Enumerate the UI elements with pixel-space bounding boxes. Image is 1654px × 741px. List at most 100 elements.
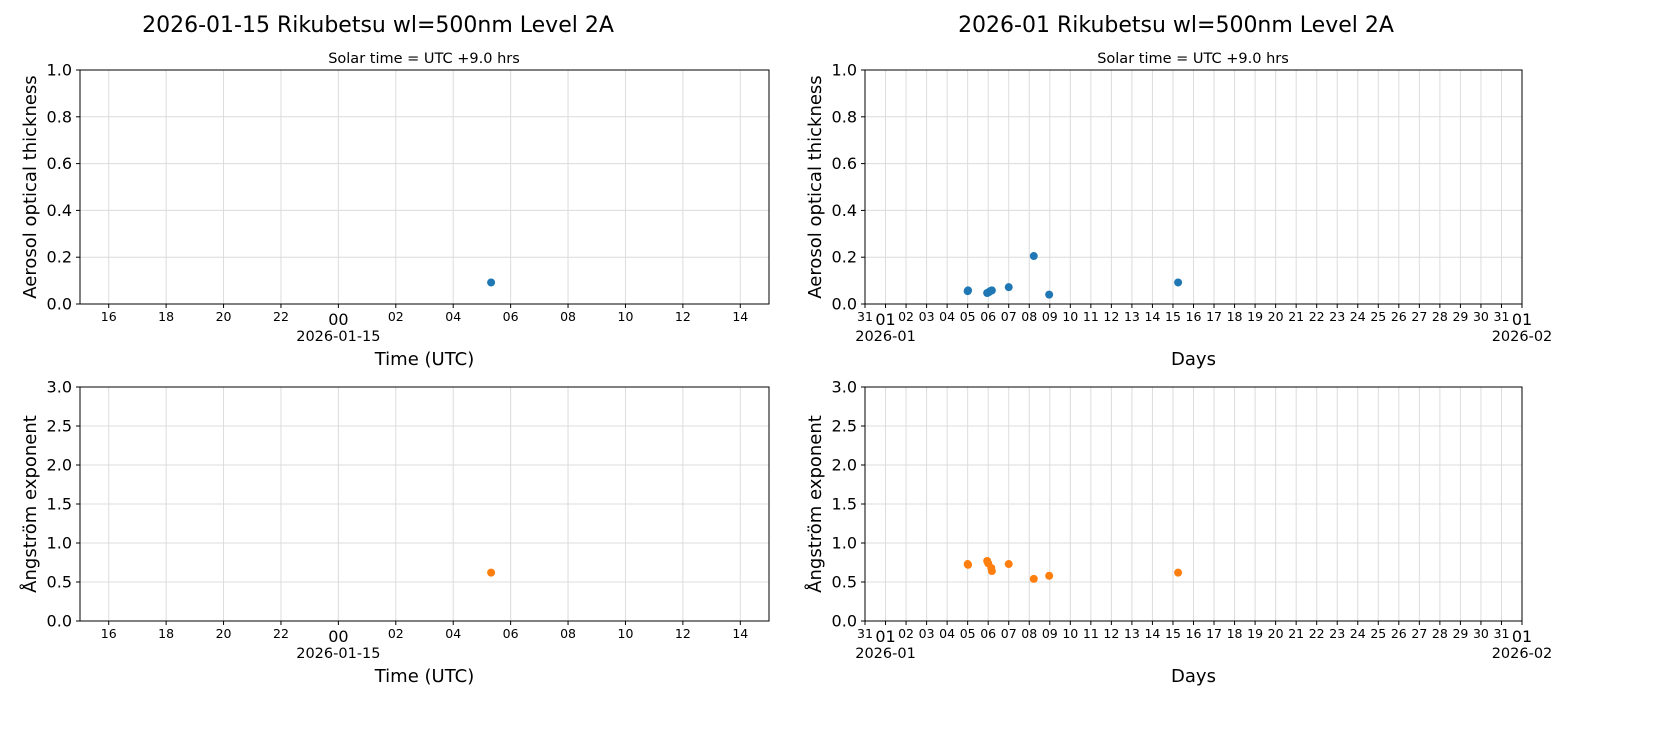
axes-frame — [79, 386, 770, 622]
x-axis-label: Time (UTC) — [374, 666, 475, 687]
data-point — [487, 278, 496, 287]
data-point — [1045, 571, 1054, 580]
y-tick-label: 0.2 — [47, 248, 72, 267]
x-tick-label: 14 — [1144, 309, 1160, 324]
x-tick-label: 07 — [1001, 626, 1017, 641]
x-tick-label: 16 — [1186, 626, 1202, 641]
x-tick-label: 20 — [1268, 309, 1284, 324]
y-tick-label: 0.5 — [47, 573, 72, 592]
y-tick-label: 0.0 — [832, 612, 857, 631]
x-tick-label: 14 — [1144, 626, 1160, 641]
x-tick-label: 26 — [1391, 626, 1407, 641]
x-tick-label: 24 — [1350, 626, 1366, 641]
x-tick-label: 17 — [1206, 626, 1222, 641]
x-tick-label: 27 — [1411, 626, 1427, 641]
x-axis-label: Days — [1171, 349, 1216, 370]
x-tick-label: 23 — [1329, 309, 1345, 324]
x-tick-label: 02 — [898, 309, 914, 324]
y-axis-label: Aerosol optical thickness — [20, 75, 41, 298]
x-tick-label: 08 — [560, 309, 576, 324]
data-point — [1029, 252, 1038, 261]
x-tick-label: 10 — [1062, 309, 1078, 324]
x-tick-label: 08 — [560, 626, 576, 641]
x-tick-label: 10 — [1062, 626, 1078, 641]
x-date-label-start: 2026-01 — [855, 646, 916, 662]
x-tick-label: 22 — [273, 309, 289, 324]
x-date-label-end: 2026-02 — [1492, 329, 1553, 345]
x-tick-label: 06 — [980, 309, 996, 324]
subtitle-daily: Solar time = UTC +9.0 hrs — [328, 51, 520, 67]
x-tick-label: 25 — [1370, 626, 1386, 641]
x-tick-label: 01 — [1512, 627, 1532, 646]
data-point — [987, 286, 996, 295]
x-tick-label: 16 — [101, 309, 117, 324]
x-tick-label: 09 — [1042, 309, 1058, 324]
x-tick-label: 12 — [1103, 626, 1119, 641]
x-tick-label: 10 — [618, 626, 634, 641]
x-tick-label: 18 — [1227, 626, 1243, 641]
x-tick-label: 26 — [1391, 309, 1407, 324]
data-point — [1004, 283, 1013, 292]
x-date-label: 2026-01-15 — [296, 646, 380, 662]
x-tick-label: 19 — [1247, 626, 1263, 641]
x-tick-label: 27 — [1411, 309, 1427, 324]
y-tick-label: 0.8 — [832, 107, 857, 126]
x-tick-label: 30 — [1473, 309, 1489, 324]
title-daily: 2026-01-15 Rikubetsu wl=500nm Level 2A — [142, 13, 614, 38]
x-tick-label: 30 — [1473, 626, 1489, 641]
axes-frame — [864, 386, 1523, 622]
data-point — [964, 560, 973, 569]
y-tick-label: 3.0 — [47, 378, 72, 397]
x-tick-label: 22 — [1309, 626, 1325, 641]
x-axis-label: Days — [1171, 666, 1216, 687]
x-tick-label: 00 — [328, 310, 348, 329]
y-tick-label: 0.8 — [47, 107, 72, 126]
data-point — [1174, 278, 1183, 287]
x-tick-label: 22 — [273, 626, 289, 641]
x-tick-label: 03 — [919, 626, 935, 641]
x-tick-label: 31 — [1494, 626, 1510, 641]
y-axis-label: Ångström exponent — [19, 415, 41, 593]
x-tick-label: 13 — [1124, 309, 1140, 324]
x-tick-label: 25 — [1370, 309, 1386, 324]
x-tick-label: 03 — [919, 309, 935, 324]
x-tick-label: 15 — [1165, 626, 1181, 641]
y-axis-label: Ångström exponent — [804, 415, 826, 593]
x-tick-label: 28 — [1432, 309, 1448, 324]
y-tick-label: 0.0 — [832, 295, 857, 314]
y-tick-label: 0.0 — [47, 295, 72, 314]
data-point — [1004, 560, 1013, 569]
y-tick-label: 2.0 — [47, 456, 72, 475]
x-tick-label: 13 — [1124, 626, 1140, 641]
data-point — [1029, 574, 1038, 583]
x-tick-label: 01 — [875, 310, 895, 329]
x-tick-label: 02 — [388, 309, 404, 324]
x-tick-label: 28 — [1432, 626, 1448, 641]
y-tick-label: 1.5 — [47, 495, 72, 514]
x-tick-label: 16 — [1186, 309, 1202, 324]
x-tick-label: 31 — [857, 309, 873, 324]
x-tick-label: 10 — [618, 309, 634, 324]
y-tick-label: 0.6 — [832, 154, 857, 173]
x-tick-label: 06 — [980, 626, 996, 641]
x-tick-label: 14 — [732, 626, 748, 641]
y-axis-label: Aerosol optical thickness — [805, 75, 826, 298]
x-tick-label: 04 — [939, 626, 955, 641]
x-tick-label: 21 — [1288, 626, 1304, 641]
y-tick-label: 0.0 — [47, 612, 72, 631]
x-tick-label: 19 — [1247, 309, 1263, 324]
x-tick-label: 12 — [675, 626, 691, 641]
x-tick-label: 29 — [1452, 309, 1468, 324]
y-tick-label: 0.6 — [47, 154, 72, 173]
x-tick-label: 20 — [216, 309, 232, 324]
x-tick-label: 08 — [1021, 309, 1037, 324]
x-axis-label: Time (UTC) — [374, 349, 475, 370]
y-tick-label: 3.0 — [832, 378, 857, 397]
y-tick-label: 2.5 — [47, 417, 72, 436]
x-tick-label: 23 — [1329, 626, 1345, 641]
x-tick-label: 17 — [1206, 309, 1222, 324]
x-date-label-start: 2026-01 — [855, 329, 916, 345]
data-point — [1045, 290, 1054, 299]
x-date-label: 2026-01-15 — [296, 329, 380, 345]
